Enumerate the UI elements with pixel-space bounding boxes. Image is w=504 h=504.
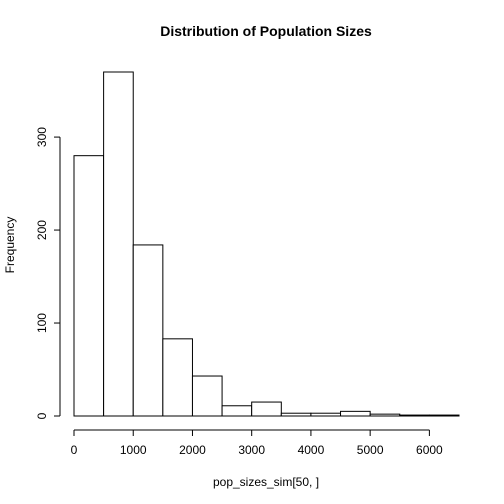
y-tick-label: 0 — [35, 412, 49, 419]
y-axis-label: Frequency — [3, 217, 17, 274]
x-axis: 0 1000 2000 3000 4000 5000 6000 — [71, 429, 443, 457]
histogram-bar — [103, 71, 134, 417]
y-tick-label: 300 — [35, 127, 49, 147]
histogram-bar — [369, 413, 401, 417]
y-axis: 0 100 200 300 — [35, 127, 61, 419]
histogram-bar — [428, 414, 460, 417]
x-tick-label: 0 — [71, 443, 78, 457]
x-tick-label: 5000 — [357, 443, 384, 457]
x-tick-label: 3000 — [238, 443, 265, 457]
histogram-bar — [191, 375, 223, 417]
histogram-bar — [162, 338, 193, 417]
y-tick-label: 100 — [35, 313, 49, 333]
histogram-bar — [280, 412, 312, 417]
histogram-bar — [251, 401, 282, 417]
bars-group — [73, 71, 460, 417]
histogram-bar — [310, 412, 342, 417]
x-tick-label: 4000 — [298, 443, 325, 457]
y-tick-label: 200 — [35, 220, 49, 240]
histogram-bar — [399, 414, 430, 417]
chart-title: Distribution of Population Sizes — [160, 23, 372, 39]
histogram-bar — [132, 244, 164, 417]
x-axis-label: pop_sizes_sim[50, ] — [213, 475, 319, 489]
x-tick-label: 1000 — [120, 443, 147, 457]
x-tick-label: 2000 — [179, 443, 206, 457]
histogram-bar — [221, 405, 253, 417]
x-tick-label: 6000 — [416, 443, 443, 457]
histogram-bar — [73, 155, 105, 417]
histogram-bar — [340, 410, 371, 417]
